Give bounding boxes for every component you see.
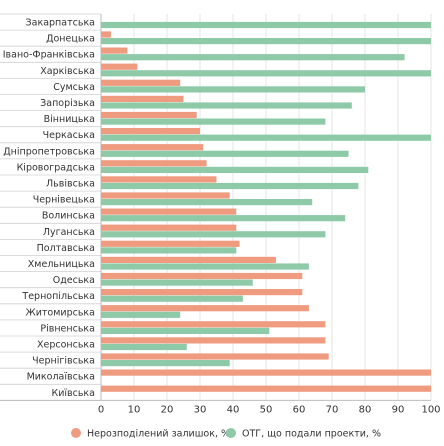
category-label: Сумська — [53, 82, 95, 93]
category-label: Київська — [51, 388, 95, 399]
bar-balance — [101, 321, 326, 328]
category-label: Запорізька — [40, 98, 95, 109]
x-tick-label: 100 — [421, 404, 440, 415]
bar-balance — [101, 272, 303, 280]
bar-projects — [101, 70, 431, 77]
bar-projects — [101, 263, 309, 270]
category-label: Миколаївська — [27, 372, 95, 383]
bar-balance — [101, 111, 197, 119]
bar-projects — [101, 134, 431, 141]
grid — [0, 13, 432, 401]
x-tick-label: 70 — [326, 404, 339, 415]
x-tick-label: 60 — [293, 404, 306, 415]
bar-balance — [101, 385, 431, 392]
bar-balance — [101, 192, 230, 199]
bar-projects — [101, 343, 187, 351]
bar-balance — [101, 176, 217, 183]
category-label: Львівська — [46, 178, 95, 189]
bar-projects — [101, 166, 369, 173]
category-label: Кіровоградська — [17, 162, 95, 173]
category-labels: Закарпатська Донецька Івано-Франківська Хар… — [3, 17, 95, 398]
x-axis-ticks: 0 10 20 30 40 50 60 70 80 90 100 — [98, 404, 441, 415]
legend-marker-projects — [226, 428, 236, 438]
bar-projects — [101, 311, 181, 318]
legend-label: ОТГ, що подали проекти, % — [242, 429, 381, 440]
bar-balance — [101, 289, 303, 296]
bar-balance — [101, 63, 138, 70]
bar-projects — [101, 150, 349, 157]
bar-projects — [101, 247, 237, 254]
x-tick-label: 0 — [98, 404, 104, 415]
category-label: Чернігівська — [32, 356, 95, 367]
category-label: Луганська — [43, 227, 95, 238]
legend-label: Нерозподілений залишок, % — [87, 429, 230, 440]
bar-projects — [101, 215, 346, 222]
bar-balance — [101, 208, 237, 215]
bar-projects — [101, 21, 431, 29]
legend-marker-balance — [71, 428, 81, 438]
bar-balance — [101, 337, 326, 344]
bar-balance — [101, 47, 128, 54]
category-label: Волинська — [42, 211, 95, 222]
bar-balance — [101, 79, 181, 86]
bar-projects — [101, 118, 326, 125]
x-tick-label: 50 — [260, 404, 273, 415]
category-label: Дніпропетровська — [3, 146, 95, 157]
category-label: Черкаська — [43, 130, 95, 141]
category-label: Івано-Франківська — [3, 50, 95, 61]
bar-projects — [101, 231, 326, 238]
bar-balance — [101, 95, 184, 102]
bar-projects — [101, 327, 270, 334]
category-label: Рівненська — [40, 323, 95, 334]
x-tick-label: 30 — [194, 404, 207, 415]
bar-projects — [101, 279, 253, 286]
x-tick-label: 10 — [128, 404, 141, 415]
x-tick-label: 20 — [161, 404, 174, 415]
bar-balance — [101, 128, 200, 135]
bar-projects — [101, 199, 313, 206]
bar-projects — [101, 295, 243, 302]
legend: Нерозподілений залишок, % ОТГ, що подали … — [71, 428, 381, 440]
bar-balance — [101, 160, 207, 167]
bar-projects — [101, 360, 230, 367]
bar-projects — [101, 182, 359, 190]
bar-projects — [101, 38, 431, 45]
bar-balance — [101, 256, 276, 263]
bars — [101, 21, 431, 392]
bar-projects — [101, 102, 352, 109]
category-label: Житомирська — [25, 307, 95, 318]
x-tick-label: 40 — [227, 404, 240, 415]
category-label: Хмельницька — [28, 259, 95, 270]
category-label: Чернівецька — [33, 195, 95, 206]
category-label: Херсонська — [37, 339, 95, 350]
bar-balance — [101, 240, 240, 247]
category-label: Одеська — [53, 275, 95, 286]
bar-projects — [101, 86, 365, 93]
category-label: Закарпатська — [26, 17, 95, 28]
bar-balance — [101, 224, 237, 231]
category-label: Полтавська — [37, 243, 95, 254]
bar-balance — [101, 144, 204, 151]
bar-balance — [101, 31, 111, 38]
bar-balance — [101, 353, 329, 360]
x-tick-label: 80 — [359, 404, 372, 415]
category-label: Донецька — [46, 34, 95, 45]
category-label: Вінницька — [44, 114, 95, 125]
bar-projects — [101, 54, 405, 61]
category-label: Тернопільська — [21, 291, 95, 302]
bar-balance — [101, 369, 431, 376]
category-label: Харківська — [40, 66, 95, 77]
x-tick-label: 90 — [392, 404, 405, 415]
bar-balance — [101, 305, 309, 312]
